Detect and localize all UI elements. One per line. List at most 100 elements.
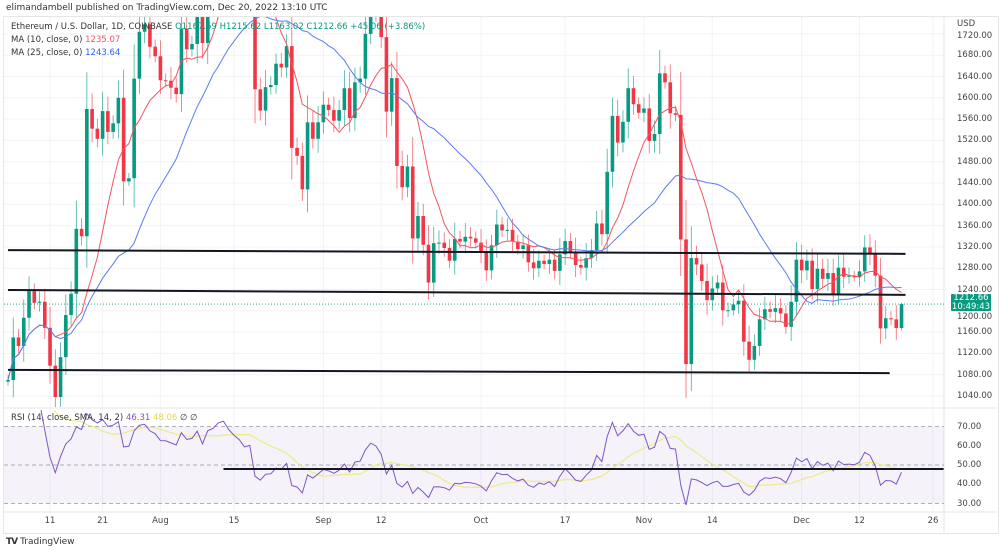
candle-body xyxy=(58,357,63,398)
candle-body xyxy=(142,24,147,32)
candle-body xyxy=(368,17,373,34)
candle-body xyxy=(442,242,447,248)
candle-body xyxy=(500,224,504,231)
candle-body xyxy=(27,291,31,318)
tradingview-logo[interactable]: TV TradingView xyxy=(6,537,75,547)
candle-body xyxy=(831,272,835,294)
candle-body xyxy=(684,239,688,365)
candle-body xyxy=(547,259,552,264)
time-tick: Nov xyxy=(635,516,653,526)
price-tick: 1480.00 xyxy=(957,156,993,167)
candle-body xyxy=(726,310,730,312)
price-tick: 1680.00 xyxy=(957,50,993,61)
candle-body xyxy=(878,275,883,329)
candle-body xyxy=(263,87,268,111)
candle-body xyxy=(862,247,867,272)
candle-body xyxy=(321,104,326,123)
candle-body xyxy=(153,46,157,57)
candle-body xyxy=(826,272,830,279)
candle-body xyxy=(694,258,699,265)
candle-body xyxy=(473,238,478,243)
ma25-label[interactable]: MA (25, close, 0) xyxy=(11,48,83,58)
candle-body xyxy=(258,89,263,111)
candle-body xyxy=(311,122,315,139)
ohlc-open: O1167.59 xyxy=(175,22,217,32)
candle-body xyxy=(400,165,404,188)
candle-body xyxy=(316,122,320,139)
time-tick: 12 xyxy=(854,516,865,526)
candle-body xyxy=(531,262,536,269)
candle-body xyxy=(805,260,809,271)
rsi-sma-line xyxy=(53,410,902,489)
rsi-tick: 70.00 xyxy=(957,421,982,432)
ma10-label[interactable]: MA (10, close, 0) xyxy=(11,35,83,45)
ohlc-change: +45.06 (+3.86%) xyxy=(350,22,426,32)
candle-body xyxy=(594,223,599,251)
price-tick: 1040.00 xyxy=(957,391,993,401)
candle-body xyxy=(836,267,841,294)
current-price: 1212.66 xyxy=(953,293,989,303)
candle-body xyxy=(416,216,420,239)
candle-body xyxy=(731,304,736,311)
candle-body xyxy=(715,282,720,289)
candle-body xyxy=(899,304,904,329)
candle-body xyxy=(558,254,562,271)
candle-body xyxy=(621,121,625,143)
candle-body xyxy=(90,108,94,129)
candle-body xyxy=(426,244,431,283)
candle-body xyxy=(100,111,105,139)
candle-body xyxy=(589,250,594,259)
candle-body xyxy=(384,37,389,112)
candle-body xyxy=(605,171,609,235)
candle-body xyxy=(789,301,793,327)
price-tick: 1720.00 xyxy=(957,31,993,41)
rsi-extra-2: ∅ xyxy=(190,413,198,423)
trendline-3 xyxy=(7,368,890,375)
candle-body xyxy=(778,308,783,314)
rsi-label[interactable]: RSI (14, close, SMA, 14, 2) xyxy=(11,413,124,423)
candle-body xyxy=(395,78,399,166)
time-tick: 21 xyxy=(97,516,109,526)
price-tick: 1080.00 xyxy=(957,369,993,380)
candle-body xyxy=(85,108,89,237)
price-tick: 1240.00 xyxy=(957,284,993,295)
candle-body xyxy=(337,110,341,121)
candle-body xyxy=(563,241,567,255)
candle-body xyxy=(279,63,284,68)
candle-body xyxy=(873,253,878,276)
candle-body xyxy=(158,56,163,81)
candle-body xyxy=(636,104,641,113)
candle-body xyxy=(763,309,767,320)
candle-body xyxy=(857,271,862,278)
chart-frame xyxy=(3,16,999,534)
candle-body xyxy=(111,123,115,132)
time-tick: 17 xyxy=(559,516,571,526)
candle-body xyxy=(48,327,52,366)
candle-body xyxy=(305,122,310,190)
candle-body xyxy=(389,78,394,112)
candle-body xyxy=(6,380,10,382)
time-tick: Sep xyxy=(315,516,332,526)
candle-body xyxy=(542,260,546,264)
candle-body xyxy=(374,3,378,12)
candle-body xyxy=(127,178,131,182)
candle-body xyxy=(437,242,441,244)
candle-body xyxy=(573,251,578,266)
candle-body xyxy=(721,282,725,311)
candle-body xyxy=(21,317,26,346)
candle-body xyxy=(74,228,79,294)
candle-body xyxy=(510,229,515,242)
time-tick: Aug xyxy=(152,516,169,526)
candle-body xyxy=(768,309,772,312)
rsi-legend: RSI (14, close, SMA, 14, 2) 46.31 48.06 … xyxy=(11,413,198,423)
candle-body xyxy=(752,345,757,360)
price-tick: 1400.00 xyxy=(957,199,993,210)
time-tick: Dec xyxy=(793,516,810,526)
candle-body xyxy=(668,82,673,114)
time-tick: 12 xyxy=(375,516,387,526)
candle-body xyxy=(784,313,788,327)
candle-body xyxy=(699,264,704,281)
candle-body xyxy=(69,293,73,316)
candle-body xyxy=(363,33,368,79)
